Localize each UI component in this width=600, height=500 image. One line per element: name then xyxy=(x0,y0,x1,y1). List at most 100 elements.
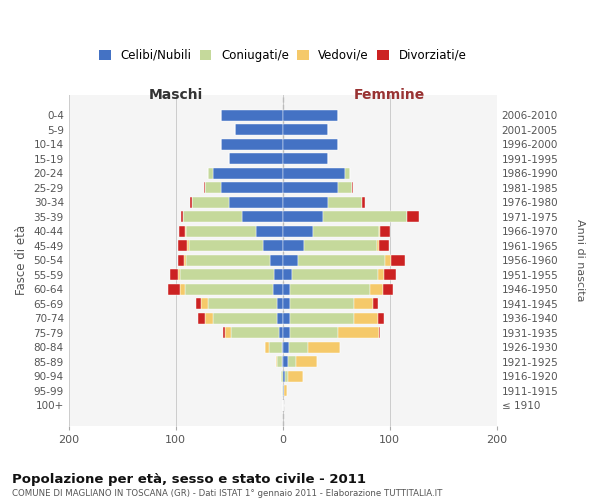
Bar xyxy=(183,212,242,222)
Bar xyxy=(274,270,283,280)
Bar xyxy=(407,212,419,222)
Bar xyxy=(283,342,289,353)
Bar xyxy=(202,298,208,310)
Bar xyxy=(378,313,385,324)
Bar xyxy=(370,284,383,294)
Bar xyxy=(283,110,338,120)
Bar xyxy=(283,371,285,382)
Bar xyxy=(378,270,385,280)
Bar xyxy=(304,240,377,251)
Bar xyxy=(290,298,355,310)
Bar xyxy=(385,255,391,266)
Bar xyxy=(308,342,340,353)
Bar xyxy=(283,212,323,222)
Bar xyxy=(265,342,269,353)
Bar xyxy=(283,138,338,149)
Bar xyxy=(187,226,256,236)
Text: Femmine: Femmine xyxy=(354,88,425,102)
Bar xyxy=(205,313,213,324)
Bar xyxy=(377,240,379,251)
Bar xyxy=(203,182,205,193)
Bar xyxy=(187,255,270,266)
Bar xyxy=(284,386,287,396)
Bar xyxy=(205,182,221,193)
Bar xyxy=(283,240,304,251)
Bar xyxy=(280,328,283,338)
Bar xyxy=(283,386,284,396)
Bar xyxy=(283,124,328,135)
Bar xyxy=(178,270,180,280)
Bar xyxy=(292,270,378,280)
Bar xyxy=(273,284,283,294)
Bar xyxy=(281,342,283,353)
Bar xyxy=(192,196,229,207)
Bar xyxy=(283,153,328,164)
Bar xyxy=(269,342,281,353)
Bar xyxy=(355,313,378,324)
Bar xyxy=(283,328,290,338)
Bar xyxy=(229,196,283,207)
Bar xyxy=(379,240,389,251)
Bar xyxy=(281,386,283,396)
Bar xyxy=(288,356,296,368)
Bar xyxy=(391,255,404,266)
Bar xyxy=(283,270,292,280)
Bar xyxy=(223,328,225,338)
Text: Maschi: Maschi xyxy=(149,88,203,102)
Bar xyxy=(256,226,283,236)
Bar xyxy=(225,328,232,338)
Bar xyxy=(208,298,277,310)
Bar xyxy=(290,284,370,294)
Bar xyxy=(290,328,338,338)
Bar xyxy=(184,255,187,266)
Bar xyxy=(190,196,192,207)
Bar xyxy=(355,298,373,310)
Bar xyxy=(281,371,283,382)
Bar xyxy=(179,226,185,236)
Bar xyxy=(221,138,283,149)
Bar xyxy=(188,240,263,251)
Bar xyxy=(383,284,393,294)
Bar xyxy=(277,356,281,368)
Bar xyxy=(208,168,213,178)
Bar xyxy=(198,313,205,324)
Bar xyxy=(229,153,283,164)
Bar xyxy=(338,182,352,193)
Bar xyxy=(328,196,362,207)
Bar xyxy=(178,240,187,251)
Bar xyxy=(180,270,274,280)
Bar xyxy=(379,226,380,236)
Text: COMUNE DI MAGLIANO IN TOSCANA (GR) - Dati ISTAT 1° gennaio 2011 - Elaborazione T: COMUNE DI MAGLIANO IN TOSCANA (GR) - Dat… xyxy=(12,489,442,498)
Bar xyxy=(196,298,202,310)
Bar xyxy=(187,240,188,251)
Bar xyxy=(178,255,184,266)
Bar xyxy=(185,226,187,236)
Bar xyxy=(379,328,380,338)
Bar xyxy=(283,284,290,294)
Bar xyxy=(298,255,385,266)
Y-axis label: Fasce di età: Fasce di età xyxy=(15,225,28,296)
Bar xyxy=(213,168,283,178)
Bar xyxy=(235,124,283,135)
Bar xyxy=(296,356,317,368)
Bar xyxy=(270,255,283,266)
Bar xyxy=(263,240,283,251)
Bar xyxy=(362,196,365,207)
Bar xyxy=(323,212,407,222)
Bar xyxy=(213,313,277,324)
Bar xyxy=(338,328,379,338)
Bar xyxy=(283,255,298,266)
Bar xyxy=(242,212,283,222)
Bar xyxy=(221,182,283,193)
Bar xyxy=(168,284,180,294)
Text: Popolazione per età, sesso e stato civile - 2011: Popolazione per età, sesso e stato civil… xyxy=(12,472,366,486)
Bar xyxy=(288,371,303,382)
Bar xyxy=(185,284,273,294)
Bar xyxy=(170,270,178,280)
Bar xyxy=(385,270,396,280)
Bar xyxy=(281,356,283,368)
Y-axis label: Anni di nascita: Anni di nascita xyxy=(575,219,585,302)
Bar xyxy=(283,182,338,193)
Bar xyxy=(283,356,288,368)
Bar xyxy=(181,212,183,222)
